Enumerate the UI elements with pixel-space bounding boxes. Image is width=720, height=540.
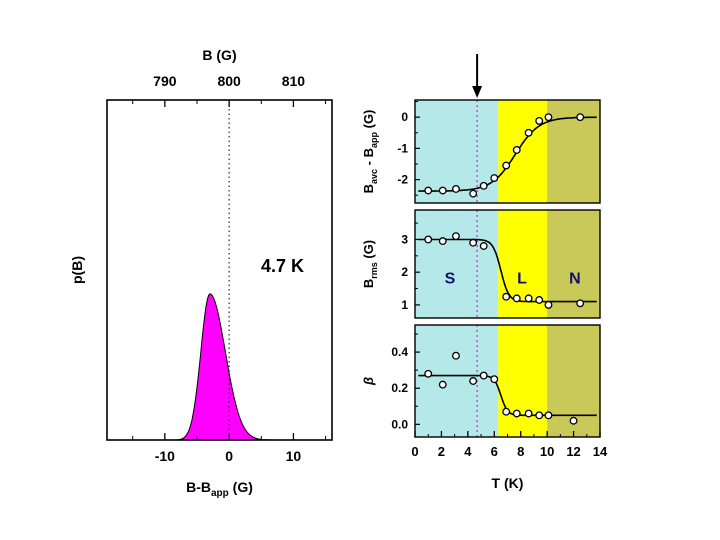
data-point [424, 235, 433, 244]
top-tick-label: 790 [153, 73, 177, 89]
y-tick-label: -1 [397, 141, 408, 155]
x-tick-label: 14 [593, 444, 608, 459]
data-point [544, 300, 553, 309]
x-tick-label: 4 [464, 444, 472, 459]
phase-region-l [498, 100, 548, 203]
phase-region-s [415, 210, 499, 318]
top-tick-label: 810 [282, 73, 306, 89]
data-point [524, 128, 533, 137]
y-tick-label: 0.2 [391, 381, 408, 395]
data-point [512, 409, 521, 418]
data-point [469, 238, 478, 247]
y-axis-title: p(B) [69, 256, 85, 284]
phase-region-s [415, 325, 499, 437]
arrow-head-icon [472, 86, 483, 98]
x-tick-label: 6 [491, 444, 498, 459]
y-tick-label: 0 [401, 110, 408, 124]
data-point [512, 145, 521, 154]
y-tick-label: -2 [397, 173, 408, 187]
data-point [438, 380, 447, 389]
left-plot-frame [106, 99, 333, 441]
x-tick-label: 0 [411, 444, 418, 459]
data-point [479, 181, 488, 190]
data-point [544, 411, 553, 420]
data-point [576, 299, 585, 308]
data-point [438, 237, 447, 246]
top-axis-title: B (G) [202, 47, 236, 63]
data-point [479, 371, 488, 380]
data-point [502, 161, 511, 170]
data-point [502, 292, 511, 301]
temperature-annotation: 4.7 K [261, 256, 304, 276]
data-point [569, 416, 578, 425]
data-point [535, 116, 544, 125]
phase-label-n: N [569, 271, 581, 288]
data-point [502, 407, 511, 416]
data-point [424, 369, 433, 378]
phase-region-n [547, 210, 600, 318]
y-tick-label: 3 [401, 232, 408, 246]
data-point [479, 242, 488, 250]
data-point [438, 186, 447, 195]
panel-y-axis-title: Bavc - Bapp (G) [361, 110, 379, 194]
x-tick-label: 10 [540, 444, 554, 459]
data-point [490, 174, 499, 182]
data-point [512, 294, 521, 303]
field-distribution-svg: -10 0 10 790 800 810 B (G) B-Bapp (G) p(B) 4.7 K [69, 47, 333, 499]
x-axis-title: B-Bapp (G) [186, 479, 253, 499]
x-axis-title: T (K) [492, 475, 524, 491]
x-tick-label: 8 [517, 444, 524, 459]
data-point [490, 375, 499, 384]
x-tick-label: -10 [155, 448, 175, 464]
x-tick-label: 2 [438, 444, 445, 459]
data-point [424, 186, 433, 195]
data-point [452, 232, 460, 241]
panel-frame [414, 209, 601, 319]
data-point [544, 113, 553, 122]
phase-label-s: S [445, 271, 456, 288]
data-point [452, 185, 460, 193]
data-point [535, 296, 544, 304]
phase-region-l [498, 325, 548, 437]
panel-y-axis-title: Brms (G) [361, 240, 379, 288]
data-point [452, 351, 460, 360]
y-tick-label: 0.4 [391, 345, 408, 359]
y-tick-label: 1 [401, 298, 408, 312]
phase-region-n [547, 100, 600, 203]
temperature-panels-chart: 0 -1 -2 Bavc - Bapp (G) 1 2 3 Brms (G) 0.0 0.2 0.4… [355, 40, 665, 520]
y-tick-label: 0.0 [391, 417, 408, 431]
panel-frame [414, 99, 601, 204]
fit-curve [418, 238, 597, 303]
data-point [469, 377, 478, 385]
field-distribution-peak [107, 293, 332, 441]
data-point [535, 411, 544, 420]
y-tick-label: 2 [401, 265, 408, 279]
data-point [576, 113, 585, 122]
x-tick-label: 0 [225, 448, 233, 464]
panel-y-axis-title: β [361, 377, 376, 386]
data-point [524, 409, 533, 418]
field-distribution-chart: -10 0 10 790 800 810 B (G) B-Bapp (G) p(B) 4.7 K [62, 40, 362, 520]
x-tick-label: 12 [566, 444, 580, 459]
data-point [524, 294, 533, 303]
top-tick-label: 800 [217, 73, 241, 89]
data-point [469, 189, 478, 198]
phase-label-l: L [517, 271, 527, 288]
x-tick-label: 10 [286, 448, 302, 464]
